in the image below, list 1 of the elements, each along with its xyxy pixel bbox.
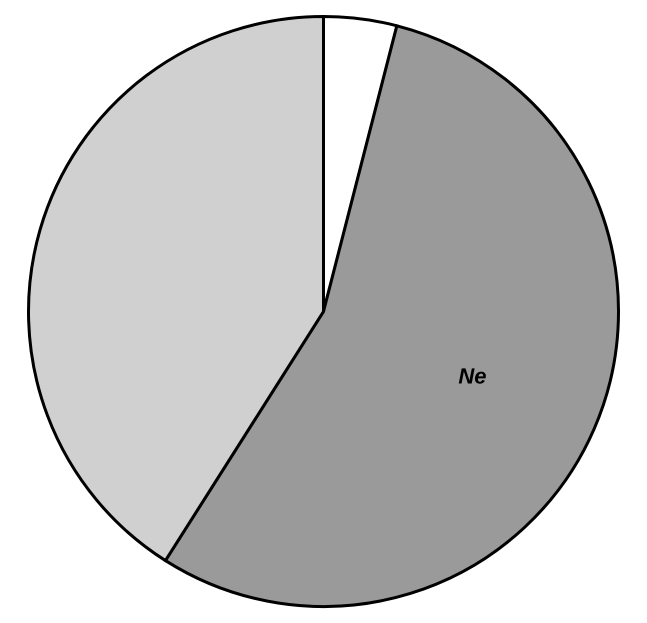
slice-label: Ne [458, 363, 486, 388]
